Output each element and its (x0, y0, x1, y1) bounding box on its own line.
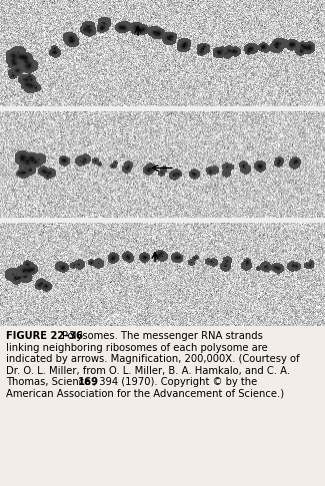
Text: indicated by arrows. Magnification, 200,000X. (Courtesy of: indicated by arrows. Magnification, 200,… (6, 354, 300, 364)
Text: FIGURE 22–36: FIGURE 22–36 (6, 331, 83, 341)
Text: linking neighboring ribosomes of each polysome are: linking neighboring ribosomes of each po… (6, 343, 268, 352)
Text: American Association for the Advancement of Science.): American Association for the Advancement… (6, 388, 284, 399)
Text: Polysomes. The messenger RNA strands: Polysomes. The messenger RNA strands (62, 331, 263, 341)
Text: 169: 169 (78, 377, 99, 387)
Text: Dr. O. L. Miller, from O. L. Miller, B. A. Hamkalo, and C. A.: Dr. O. L. Miller, from O. L. Miller, B. … (6, 365, 290, 376)
Text: Thomas, Science: Thomas, Science (6, 377, 94, 387)
Text: , 394 (1970). Copyright © by the: , 394 (1970). Copyright © by the (93, 377, 257, 387)
